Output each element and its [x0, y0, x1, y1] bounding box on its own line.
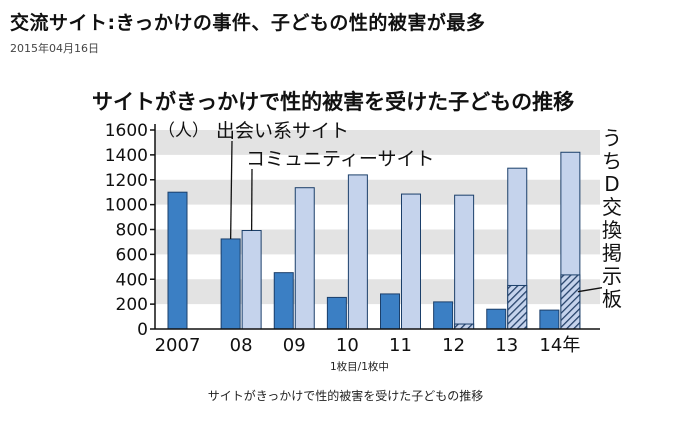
x-tick-label: 11 — [389, 335, 412, 356]
legend-uchi-d-char: 板 — [602, 287, 622, 311]
bar-community — [347, 174, 368, 330]
bar-dating — [326, 296, 347, 330]
article-title: 交流サイト:きっかけの事件、子どもの性的被害が最多 — [10, 12, 486, 34]
grid-band — [155, 179, 600, 205]
bar-dating — [380, 293, 400, 330]
bar-community — [454, 194, 475, 330]
page-indicator: 1枚目/1枚中 — [330, 361, 389, 373]
y-tick-label: 600 — [116, 245, 148, 265]
legend-community-label: コミュニティーサイト — [246, 148, 434, 170]
figure-caption: サイトがきっかけで性的被害を受けた子どもの推移 — [207, 389, 484, 403]
bar-community — [401, 193, 421, 330]
x-tick-label: 09 — [283, 335, 306, 356]
legend-uchi-d-char: 掲 — [602, 241, 622, 265]
legend-uchi-d-char: う — [602, 126, 622, 150]
chart-svg: 0 200 400 600 800 1000 1200 1400 1600 （人） 2007 08 09… — [92, 90, 622, 356]
legend-dating-label: 出会い系サイト — [216, 120, 349, 142]
bar-community — [294, 187, 315, 330]
x-tick-label: 2007 — [155, 335, 201, 356]
chart-figure: 0 200 400 600 800 1000 1200 1400 1600 （人） 2007 08 09… — [70, 75, 630, 385]
x-tick-label: 12 — [442, 335, 465, 356]
bar-dating — [220, 238, 241, 330]
y-tick-label: 0 — [137, 320, 148, 340]
y-tick-label: 800 — [116, 221, 148, 241]
y-tick-label: 200 — [116, 295, 148, 315]
bar-dating — [539, 309, 560, 330]
bar-dating — [433, 301, 454, 330]
x-tick-label: 13 — [495, 335, 518, 356]
legend-uchi-d-char: ち — [602, 149, 622, 173]
bar-uchi-d — [560, 274, 581, 330]
bar-dating — [167, 191, 188, 330]
chart-title: サイトがきっかけで性的被害を受けた子どもの推移 — [92, 90, 574, 114]
y-tick-label: 1600 — [105, 121, 148, 141]
y-tick-label: 1400 — [105, 146, 148, 166]
article-date: 2015年04月16日 — [10, 42, 99, 55]
legend-uchi-d-leader — [577, 287, 603, 293]
y-tick-label: 400 — [116, 270, 148, 290]
bar-dating — [486, 308, 507, 330]
y-axis-unit: （人） — [158, 121, 209, 141]
legend-uchi-d-char: 示 — [602, 264, 622, 288]
legend-uchi-d-char: 交 — [602, 195, 622, 219]
y-tick-label: 1200 — [105, 171, 148, 191]
bar-dating — [273, 272, 294, 330]
y-tick-label: 1000 — [105, 196, 148, 216]
bar-uchi-d — [507, 284, 528, 330]
legend-uchi-d-char: D — [604, 172, 619, 196]
x-tick-label: 10 — [336, 335, 359, 356]
legend-uchi-d-char: 換 — [602, 218, 622, 242]
legend-dating-leader — [229, 140, 233, 239]
grid-band — [155, 130, 600, 155]
x-tick-label: 14年 — [539, 335, 580, 356]
x-tick-label: 08 — [230, 335, 253, 356]
bar-community — [241, 229, 262, 330]
